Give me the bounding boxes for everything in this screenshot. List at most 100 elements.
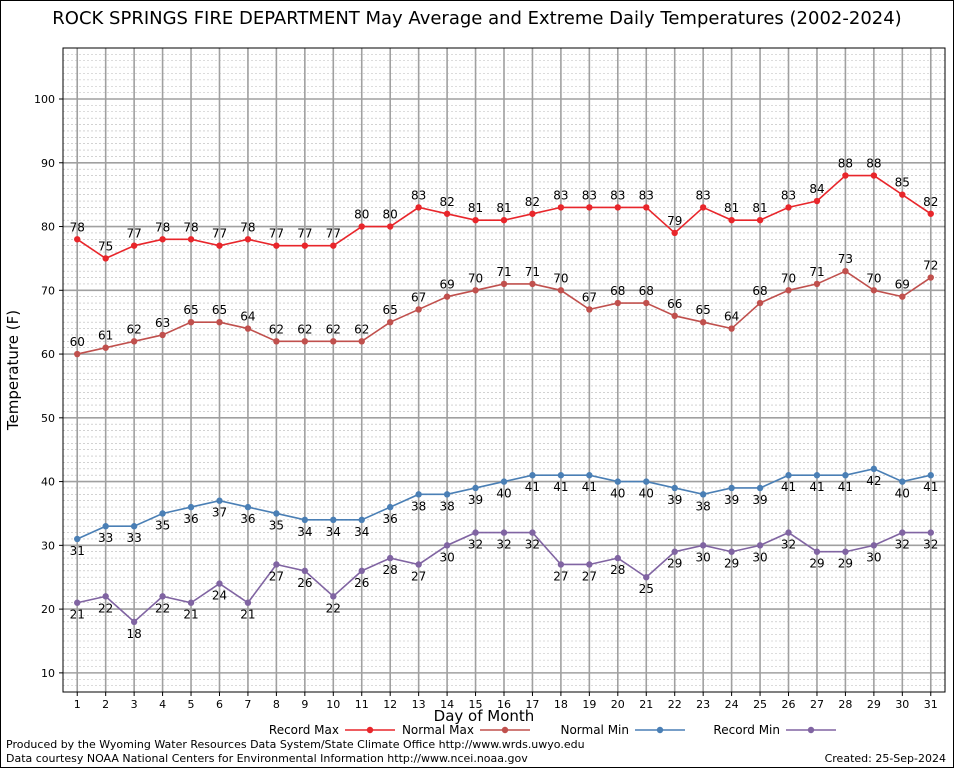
normal-min-point: [273, 510, 280, 517]
normal-min-data-label: 31: [70, 544, 85, 558]
normal-max-data-label: 70: [866, 271, 881, 285]
normal-min-data-label: 36: [183, 512, 198, 526]
normal-max-data-label: 67: [411, 290, 426, 304]
record-max-data-label: 83: [411, 188, 426, 202]
series-group: [74, 172, 934, 626]
record-max-point: [301, 242, 309, 249]
x-tick-label: 13: [412, 698, 426, 711]
footer-created-date: Created: 25-Sep-2024: [824, 752, 946, 765]
normal-min-point: [699, 491, 707, 498]
legend-marker: [366, 726, 374, 734]
normal-max-point: [785, 287, 792, 294]
record-min-data-label: 27: [269, 569, 284, 583]
x-tick-label: 21: [639, 698, 653, 711]
record-min-data-label: 29: [809, 557, 824, 571]
record-min-point: [586, 561, 593, 568]
record-min-data-label: 26: [297, 576, 312, 590]
record-min-point: [699, 542, 707, 549]
record-min-point: [415, 561, 422, 568]
normal-max-data-label: 69: [895, 278, 910, 292]
record-max-data-label: 84: [809, 182, 824, 196]
record-min-point: [443, 542, 451, 549]
record-max-data-label: 80: [383, 208, 398, 222]
record-max-data-label: 88: [838, 157, 853, 171]
record-max-point: [443, 210, 451, 217]
record-min-data-label: 32: [895, 538, 910, 552]
record-max-data-label: 78: [183, 220, 198, 234]
record-max-point: [273, 242, 280, 249]
normal-max-point: [216, 318, 223, 326]
normal-min-point: [557, 472, 565, 479]
x-tick-label: 30: [895, 698, 909, 711]
normal-max-point: [728, 325, 735, 332]
normal-min-point: [842, 472, 849, 479]
x-tick-label: 9: [301, 698, 308, 711]
y-tick-label: 60: [41, 348, 55, 361]
record-max-data-label: 78: [70, 220, 85, 234]
y-tick-label: 50: [41, 412, 55, 425]
normal-min-point: [102, 523, 109, 530]
record-max-data-label: 83: [781, 188, 796, 202]
record-min-point: [842, 548, 849, 555]
normal-min-point: [813, 472, 821, 479]
x-tick-label: 22: [668, 698, 682, 711]
y-axis-title: Temperature (F): [4, 310, 22, 431]
record-max-data-label: 83: [553, 188, 568, 202]
x-tick-label: 10: [326, 698, 340, 711]
x-tick-label: 26: [782, 698, 796, 711]
record-min-point: [529, 529, 536, 536]
normal-min-data-label: 34: [326, 525, 341, 539]
record-min-point: [643, 574, 650, 581]
x-tick-label: 2: [102, 698, 109, 711]
normal-min-point: [500, 478, 508, 485]
record-min-point: [870, 542, 878, 549]
normal-max-point: [756, 299, 764, 307]
record-min-data-label: 22: [326, 601, 341, 615]
record-min-data-label: 21: [183, 608, 198, 622]
normal-min-point: [899, 478, 906, 485]
normal-min-point: [671, 484, 678, 492]
record-min-data-label: 28: [610, 563, 625, 577]
record-min-data-label: 30: [752, 550, 767, 564]
record-max-point: [927, 210, 934, 217]
record-max-data-label: 83: [639, 188, 654, 202]
x-tick-label: 3: [131, 698, 138, 711]
record-max-data-label: 77: [297, 227, 312, 241]
normal-max-data-label: 68: [639, 284, 654, 298]
normal-max-point: [330, 338, 337, 345]
record-min-point: [813, 548, 821, 555]
y-tick-label: 90: [41, 157, 55, 170]
legend-label: Normal Max: [402, 723, 474, 737]
normal-max-point: [415, 306, 422, 313]
normal-min-data-label: 41: [923, 480, 938, 494]
legend-marker: [656, 726, 664, 734]
legend-label: Record Min: [713, 723, 780, 737]
normal-min-data-label: 35: [155, 518, 170, 532]
normal-max-data-label: 66: [667, 297, 682, 311]
record-min-point: [102, 593, 109, 600]
normal-min-data-label: 39: [752, 493, 767, 507]
x-tick-label: 24: [725, 698, 739, 711]
record-max-data-label: 77: [212, 227, 227, 241]
record-max-point: [813, 197, 821, 205]
normal-min-point: [870, 465, 878, 473]
x-tick-label: 25: [753, 698, 767, 711]
y-tick-label: 40: [41, 476, 55, 489]
normal-min-data-label: 38: [439, 499, 454, 513]
normal-max-data-label: 72: [923, 259, 938, 273]
legend-label: Record Max: [269, 723, 339, 737]
y-tick-label: 70: [41, 284, 55, 297]
normal-max-point: [301, 338, 309, 345]
legend-marker: [501, 726, 509, 734]
normal-min-data-label: 35: [269, 518, 284, 532]
record-min-point: [187, 599, 195, 606]
record-max-point: [586, 204, 593, 211]
normal-min-data-label: 41: [525, 480, 540, 494]
record-max-point: [74, 236, 81, 243]
normal-max-point: [699, 318, 707, 326]
normal-max-data-label: 62: [297, 322, 312, 336]
record-max-data-label: 78: [155, 220, 170, 234]
normal-max-data-label: 63: [155, 316, 170, 330]
